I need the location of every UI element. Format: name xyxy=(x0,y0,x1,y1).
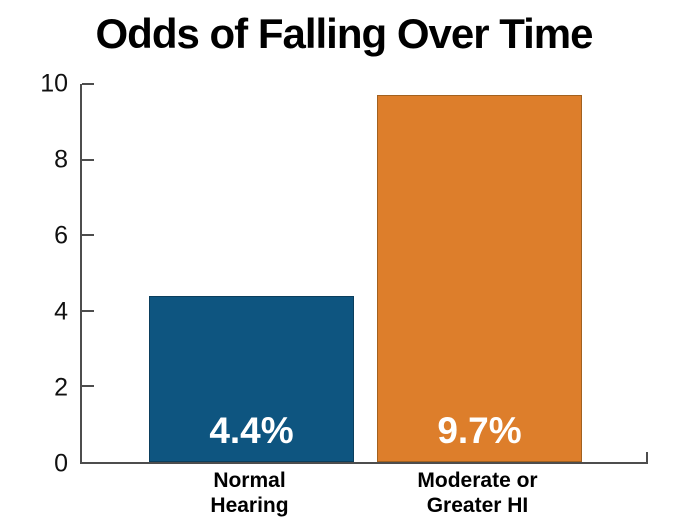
y-tick-label: 6 xyxy=(54,221,68,250)
x-axis-end-tick xyxy=(646,452,648,462)
y-tick-mark xyxy=(82,385,94,388)
y-tick-label: 8 xyxy=(54,145,68,174)
y-tick-label: 4 xyxy=(54,297,68,326)
y-tick-mark xyxy=(82,158,94,161)
chart-title: Odds of Falling Over Time xyxy=(95,10,594,57)
plot-area: 4.4% 9.7% xyxy=(80,83,648,464)
y-tick-mark xyxy=(82,234,94,237)
y-tick-mark xyxy=(82,83,94,85)
x-category-label-normal-hearing: Normal Hearing xyxy=(210,469,289,517)
bar-value-label-normal-hearing: 4.4% xyxy=(209,410,294,451)
y-axis-labels: 0 2 4 6 8 10 xyxy=(0,71,68,476)
bar-normal-hearing: 4.4% xyxy=(149,295,354,462)
x-category-label-moderate-greater-hi: Moderate or Greater HI xyxy=(417,469,538,517)
y-tick-label: 10 xyxy=(40,69,68,98)
y-tick-mark xyxy=(82,309,94,312)
y-tick-label: 2 xyxy=(54,373,68,402)
bar-value-label-moderate-greater-hi: 9.7% xyxy=(437,410,522,451)
y-tick-label: 0 xyxy=(54,449,68,478)
bar-moderate-greater-hi: 9.7% xyxy=(377,95,582,462)
